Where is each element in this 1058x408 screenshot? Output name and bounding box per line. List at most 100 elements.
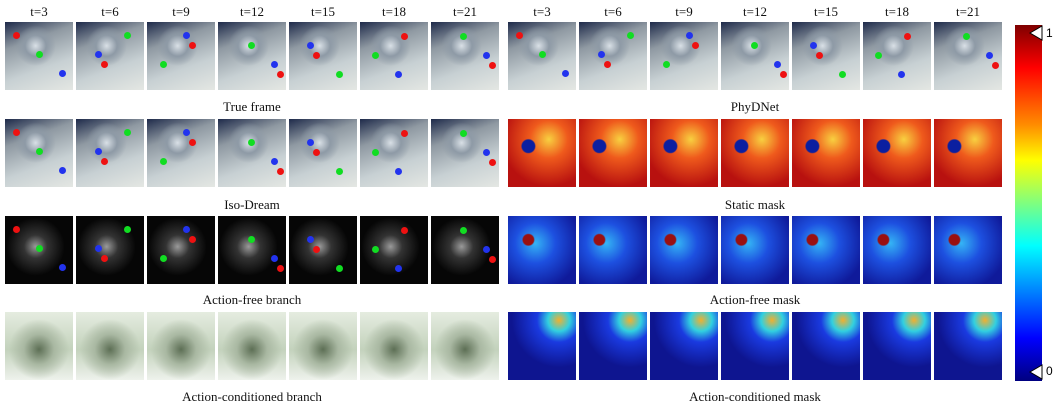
time-label: t=9 [172,4,189,20]
keypoint [774,61,781,68]
frame-image [579,22,647,90]
frame-image [579,216,647,284]
keypoint [124,226,131,233]
frame-image [508,22,576,90]
frame-image [431,22,499,90]
keypoint [489,256,496,263]
frame-image [721,22,789,90]
keypoint [307,42,314,49]
keypoint [751,42,758,49]
time-label: t=15 [814,4,838,20]
keypoint [336,168,343,175]
frame-image [5,312,73,380]
time-label: t=18 [885,4,909,20]
frame-image [147,22,215,90]
keypoint [313,52,320,59]
keypoint [13,226,20,233]
keypoint [663,61,670,68]
frame-image [289,119,357,187]
frame-image [289,216,357,284]
frame-image [934,216,1002,284]
frame-image [218,119,286,187]
frame-image [218,312,286,380]
frame-image [5,22,73,90]
keypoint [95,245,102,252]
keypoint [13,129,20,136]
frame-image [431,312,499,380]
frame-image [508,216,576,284]
keypoint [483,149,490,156]
frame-image [934,22,1002,90]
frame-image [76,22,144,90]
keypoint [627,32,634,39]
frame-image [579,312,647,380]
frame-image [792,119,860,187]
keypoint [183,32,190,39]
time-label: t=3 [533,4,550,20]
keypoint [183,226,190,233]
keypoint [13,32,20,39]
row-caption: Static mask [725,197,785,213]
frame-image [289,312,357,380]
keypoint [839,71,846,78]
keypoint [986,52,993,59]
frame-image [792,312,860,380]
frame-image [360,216,428,284]
colorbar-markers [1028,24,1046,384]
figure: 1 0 t=3t=6t=9t=12t=15t=18t=21True frameI… [0,0,1058,408]
keypoint [401,130,408,137]
frame-image [863,312,931,380]
keypoint [395,168,402,175]
keypoint [562,70,569,77]
time-label: t=21 [453,4,477,20]
keypoint [248,236,255,243]
keypoint [313,149,320,156]
keypoint [692,42,699,49]
frame-image [360,22,428,90]
keypoint [898,71,905,78]
frame-image [76,119,144,187]
keypoint [277,265,284,272]
keypoint [816,52,823,59]
keypoint [160,61,167,68]
keypoint [189,236,196,243]
keypoint [460,33,467,40]
keypoint [372,246,379,253]
keypoint [395,71,402,78]
frame-image [360,312,428,380]
keypoint [277,168,284,175]
frame-image [508,312,576,380]
keypoint [810,42,817,49]
keypoint [963,33,970,40]
keypoint [95,51,102,58]
keypoint [183,129,190,136]
keypoint [189,42,196,49]
time-label: t=9 [675,4,692,20]
frame-image [650,216,718,284]
frame-image [508,119,576,187]
keypoint [483,246,490,253]
frame-image [147,216,215,284]
frame-image [934,312,1002,380]
frame-image [721,216,789,284]
frame-image [76,216,144,284]
keypoint [489,159,496,166]
time-label: t=3 [30,4,47,20]
frame-image [721,119,789,187]
keypoint [189,139,196,146]
keypoint [36,51,43,58]
time-label: t=12 [240,4,264,20]
keypoint [59,167,66,174]
keypoint [271,158,278,165]
row-caption: True frame [223,99,281,115]
frame-image [147,119,215,187]
keypoint [36,148,43,155]
time-label: t=15 [311,4,335,20]
frame-image [579,119,647,187]
keypoint [516,32,523,39]
keypoint [59,264,66,271]
frame-image [863,216,931,284]
keypoint [313,246,320,253]
keypoint [539,51,546,58]
time-label: t=21 [956,4,980,20]
